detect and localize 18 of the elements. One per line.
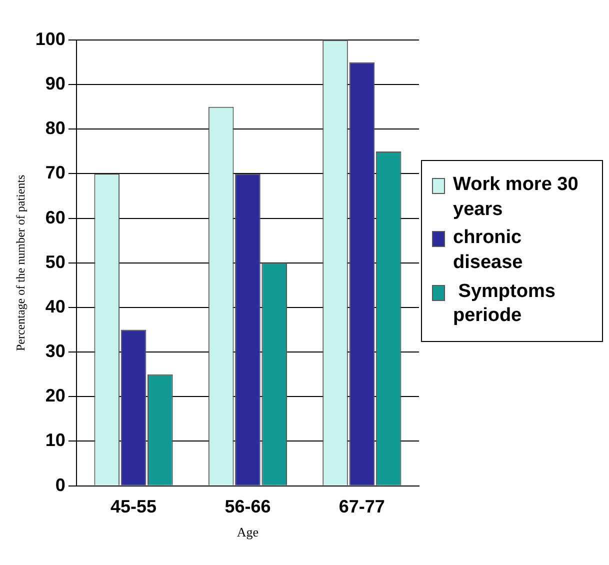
y-tick-label: 0 bbox=[55, 474, 66, 495]
x-tick-label: 67-77 bbox=[338, 496, 385, 517]
y-axis-title: Percentage of the number of patients bbox=[13, 174, 28, 352]
y-tick-label: 80 bbox=[45, 118, 66, 138]
y-tick-label: 90 bbox=[45, 74, 66, 94]
y-tick-label: 100 bbox=[35, 28, 66, 49]
legend-label: Symptoms periode bbox=[453, 280, 556, 328]
y-tick-label: 60 bbox=[45, 207, 66, 228]
y-tick-label: 20 bbox=[45, 386, 66, 406]
y-tick-label: 40 bbox=[45, 296, 66, 316]
y-tick-label: 30 bbox=[45, 341, 66, 362]
y-tick-label: 10 bbox=[45, 430, 66, 450]
y-tick-label: 70 bbox=[45, 162, 66, 183]
legend-label: chronic disease bbox=[453, 226, 524, 276]
x-tick-label: 56-66 bbox=[224, 496, 271, 517]
y-tick-label: 50 bbox=[45, 252, 66, 272]
x-tick-label: 45-55 bbox=[110, 496, 157, 517]
x-axis-title: Age bbox=[236, 524, 259, 540]
